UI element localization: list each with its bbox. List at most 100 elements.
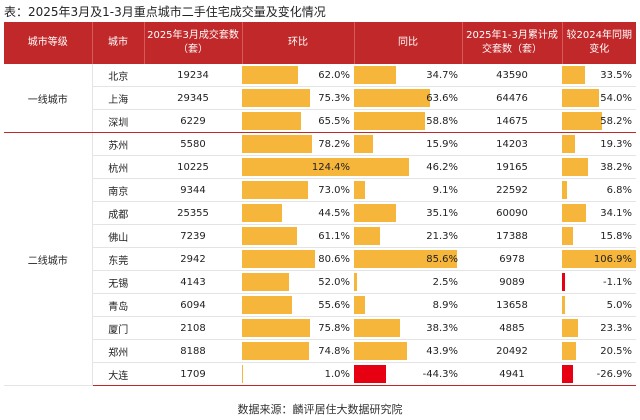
q1-volume-value: 4885 bbox=[462, 316, 562, 340]
yoy-bar bbox=[354, 135, 374, 153]
city-name: 苏州 bbox=[92, 132, 144, 156]
table-row: 东莞 2942 80.6% 85.6% 6978 106.9% bbox=[4, 247, 636, 271]
mom-value: 65.5% bbox=[318, 115, 350, 127]
q1-volume-value: 19165 bbox=[462, 155, 562, 179]
yoy-cell: 38.3% bbox=[354, 316, 462, 340]
yoy-cell: 85.6% bbox=[354, 247, 462, 271]
table-row: 南京 9344 73.0% 9.1% 22592 6.8% bbox=[4, 178, 636, 202]
q1-yoy-bar bbox=[562, 250, 636, 268]
mar-volume-value: 4143 bbox=[144, 270, 242, 294]
city-name: 成都 bbox=[92, 201, 144, 225]
mar-volume-value: 10225 bbox=[144, 155, 242, 179]
mom-value: 75.3% bbox=[318, 92, 350, 104]
q1-volume-value: 60090 bbox=[462, 201, 562, 225]
mar-volume-value: 5580 bbox=[144, 132, 242, 156]
table-body: 一线城市 北京 19234 62.0% 34.7% 43590 33.5% 上海 29345 75… bbox=[4, 64, 636, 386]
mom-bar bbox=[242, 158, 354, 176]
q1-yoy-bar bbox=[562, 181, 567, 199]
q1-yoy-cell: 23.3% bbox=[562, 316, 636, 340]
mar-volume-value: 6094 bbox=[144, 293, 242, 317]
mar-volume-value: 7239 bbox=[144, 224, 242, 248]
mom-bar bbox=[242, 135, 313, 153]
yoy-value: 38.3% bbox=[426, 322, 458, 334]
q1-yoy-bar bbox=[562, 204, 586, 222]
mom-value: 78.2% bbox=[318, 138, 350, 150]
yoy-cell: 21.3% bbox=[354, 224, 462, 248]
mar-volume-value: 25355 bbox=[144, 201, 242, 225]
mom-cell: 1.0% bbox=[242, 362, 354, 386]
mom-value: 55.6% bbox=[318, 299, 350, 311]
q1-volume-value: 14203 bbox=[462, 132, 562, 156]
yoy-cell: 63.6% bbox=[354, 86, 462, 110]
mom-cell: 74.8% bbox=[242, 339, 354, 363]
yoy-bar bbox=[354, 181, 365, 199]
q1-yoy-bar bbox=[562, 135, 576, 153]
mar-volume-value: 2108 bbox=[144, 316, 242, 340]
mom-bar bbox=[242, 365, 243, 383]
q1-yoy-value: 38.2% bbox=[600, 161, 632, 173]
q1-volume-value: 43590 bbox=[462, 64, 562, 87]
mar-volume-value: 29345 bbox=[144, 86, 242, 110]
yoy-bar bbox=[354, 89, 431, 107]
mar-volume-value: 9344 bbox=[144, 178, 242, 202]
q1-yoy-value: 15.8% bbox=[600, 230, 632, 242]
yoy-value: 58.8% bbox=[426, 115, 458, 127]
table-row: 大连 1709 1.0% -44.3% 4941 -26.9% bbox=[4, 362, 636, 386]
city-name: 上海 bbox=[92, 86, 144, 110]
yoy-bar bbox=[354, 296, 365, 314]
yoy-value: 2.5% bbox=[432, 276, 458, 288]
header-q1-yoy: 较2024年同期变化 bbox=[561, 22, 636, 64]
mom-value: 74.8% bbox=[318, 345, 350, 357]
city-name: 大连 bbox=[92, 362, 144, 386]
mom-value: 52.0% bbox=[318, 276, 350, 288]
table-row: 佛山 7239 61.1% 21.3% 17388 15.8% bbox=[4, 224, 636, 248]
yoy-cell: 2.5% bbox=[354, 270, 462, 294]
yoy-bar bbox=[354, 250, 457, 268]
q1-yoy-cell: 106.9% bbox=[562, 247, 636, 271]
mom-cell: 73.0% bbox=[242, 178, 354, 202]
table-row: 上海 29345 75.3% 63.6% 64476 54.0% bbox=[4, 86, 636, 110]
yoy-cell: 9.1% bbox=[354, 178, 462, 202]
q1-yoy-bar bbox=[562, 296, 566, 314]
mom-bar bbox=[242, 89, 310, 107]
yoy-cell: 46.2% bbox=[354, 155, 462, 179]
q1-volume-value: 20492 bbox=[462, 339, 562, 363]
table-row: 青岛 6094 55.6% 8.9% 13658 5.0% bbox=[4, 293, 636, 317]
yoy-bar bbox=[354, 342, 407, 360]
q1-volume-value: 14675 bbox=[462, 109, 562, 133]
mom-value: 80.6% bbox=[318, 253, 350, 265]
q1-yoy-value: 58.2% bbox=[600, 115, 632, 127]
mom-bar bbox=[242, 227, 297, 245]
yoy-value: 63.6% bbox=[426, 92, 458, 104]
q1-yoy-cell: 58.2% bbox=[562, 109, 636, 133]
q1-volume-value: 4941 bbox=[462, 362, 562, 386]
q1-volume-value: 22592 bbox=[462, 178, 562, 202]
yoy-value: 21.3% bbox=[426, 230, 458, 242]
city-name: 东莞 bbox=[92, 247, 144, 271]
tier-label: 二线城市 bbox=[4, 132, 93, 386]
yoy-bar bbox=[354, 204, 397, 222]
mom-value: 61.1% bbox=[318, 230, 350, 242]
mom-bar bbox=[242, 342, 310, 360]
yoy-bar bbox=[354, 365, 386, 383]
mar-volume-value: 1709 bbox=[144, 362, 242, 386]
yoy-bar bbox=[354, 66, 396, 84]
yoy-value: 43.9% bbox=[426, 345, 458, 357]
q1-yoy-value: 33.5% bbox=[600, 69, 632, 81]
q1-yoy-cell: 33.5% bbox=[562, 64, 636, 87]
q1-yoy-value: -1.1% bbox=[602, 276, 632, 288]
source-note: 数据来源：麟评居住大数据研究院 bbox=[237, 403, 403, 416]
q1-volume-value: 9089 bbox=[462, 270, 562, 294]
q1-volume-value: 64476 bbox=[462, 86, 562, 110]
city-name: 青岛 bbox=[92, 293, 144, 317]
mom-bar bbox=[242, 296, 293, 314]
header-mar-volume: 2025年3月成交套数（套） bbox=[143, 22, 242, 64]
q1-yoy-cell: 38.2% bbox=[562, 155, 636, 179]
yoy-value: 34.7% bbox=[426, 69, 458, 81]
yoy-cell: 35.1% bbox=[354, 201, 462, 225]
table-title: 表：2025年3月及1-3月重点城市二手住宅成交量及变化情况 bbox=[4, 5, 326, 19]
q1-yoy-bar bbox=[562, 319, 579, 337]
q1-yoy-bar bbox=[562, 273, 565, 291]
table-row: 一线城市 北京 19234 62.0% 34.7% 43590 33.5% bbox=[4, 64, 636, 133]
mom-bar bbox=[242, 181, 308, 199]
